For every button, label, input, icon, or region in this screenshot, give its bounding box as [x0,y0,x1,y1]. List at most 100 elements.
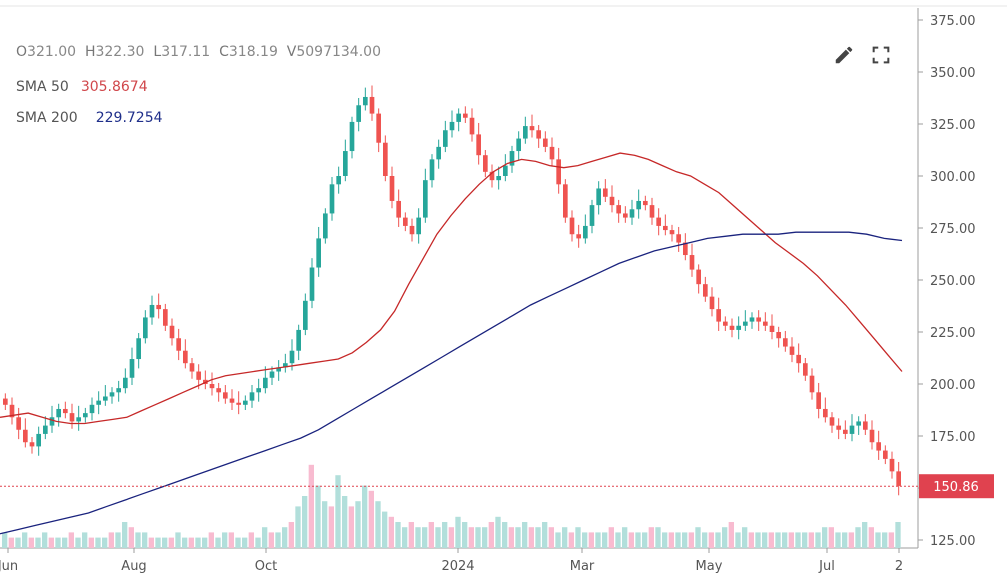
volume-bar [342,496,348,548]
volume-bar [442,522,448,548]
x-tick-label: Oct [255,559,277,574]
candle-body [403,217,408,226]
volume-bar [55,537,61,548]
volume-bar [235,537,241,548]
candle-body [889,458,895,472]
volume-bar [788,532,794,548]
volume-bar [795,532,801,548]
volume-bar [682,532,688,548]
candle-body [636,200,641,210]
candle-body [843,429,848,434]
volume-bar [122,522,128,548]
candle-body [549,146,555,160]
candle-body [856,421,861,426]
y-tick-label: 300.00 [930,170,976,185]
sma50-value: 305.8674 [80,79,148,95]
volume-bar [88,537,94,548]
candle-body [469,117,475,135]
candle-body [356,105,361,122]
volume-bar [162,537,168,548]
volume-bar [742,527,748,548]
volume-bar [108,532,114,548]
candle-body [229,398,235,403]
candle-body [776,332,781,339]
candle-body [596,188,601,206]
close-value: 318.19 [228,44,278,60]
volume-bar [288,522,294,548]
volume-bar [688,532,694,548]
expand-icon[interactable] [870,44,892,66]
volume-bar [402,527,408,548]
x-tick-label: May [696,559,723,574]
volume-bar [662,532,668,548]
volume-bar [822,527,828,548]
volume-bar [708,532,714,548]
volume-bar [502,522,508,548]
candle-body [669,230,675,235]
volume-bar [648,527,654,548]
volume-bar [755,532,761,548]
volume-bar [248,532,254,548]
ohlc-legend: O321.00 H322.30 L317.11 C318.19 V5097134… [16,44,381,60]
sma50-label: SMA 50 [16,79,69,95]
volume-bar [888,532,894,548]
volume-bar [528,527,534,548]
volume-bar [455,516,461,548]
candle-body [29,442,35,447]
volume-bar [422,527,428,548]
pencil-icon[interactable] [833,44,855,66]
volume-bar [48,537,54,548]
candle-body [236,402,241,405]
candle-body [3,398,8,405]
candle-body [863,421,868,430]
candle-body [209,384,215,389]
candle-body [629,209,635,218]
candle-body [16,417,21,430]
candle-body [543,138,548,147]
candle-body [709,296,715,310]
volume-bar [448,527,454,548]
volume-bar [408,522,414,548]
candle-body [263,377,268,389]
candle-body [363,96,368,106]
volume-bar [395,522,401,548]
volume-bar [388,516,394,548]
volume-bar [142,532,148,548]
sma50-line [0,152,903,425]
candle-body [703,284,708,297]
volume-bar [175,532,181,548]
candle-body [63,408,68,414]
candle-body [136,338,141,360]
volume-bar [762,532,768,548]
volume-bar [722,527,728,548]
candle-body [609,196,615,206]
volume-bar [348,506,354,548]
volume-bar [302,496,308,548]
candle-body [323,213,328,239]
volume-bar [855,527,861,548]
candle-body [43,425,48,434]
volume-bar [128,527,134,548]
volume-bar [622,527,628,548]
volume-bar [702,532,708,548]
volume-bar [828,527,834,548]
candle-body [523,126,528,139]
candle-body [289,350,295,364]
volume-bar [335,475,341,548]
volume-bar [588,532,594,548]
x-tick-label: Jul [818,559,835,574]
x-tick-label: Mar [570,559,595,574]
candle-body [283,363,288,368]
sma200-legend: SMA 200 229.7254 [16,110,163,126]
candle-body [489,171,495,181]
sma200-value: 229.7254 [95,110,163,126]
x-tick-label: 2 [895,559,903,574]
volume-bar [155,537,161,548]
candle-body [183,350,188,364]
volume-bar [362,485,368,548]
candle-body [96,400,101,405]
candle-body [743,321,748,326]
candle-body [383,142,388,176]
